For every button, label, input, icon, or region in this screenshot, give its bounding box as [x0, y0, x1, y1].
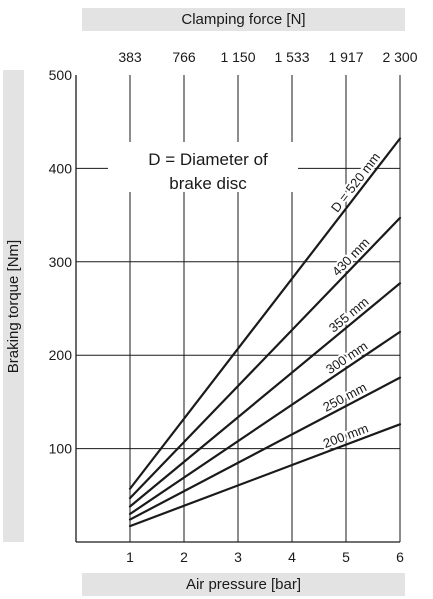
- top-tick-label-2: 766: [172, 49, 196, 65]
- series-label-3: 355 mm: [326, 294, 372, 335]
- series-label-1: D = 520 mm: [328, 150, 383, 216]
- x-axis-title-text: Air pressure [bar]: [185, 576, 302, 593]
- top-tick-label-5: 1 917: [328, 49, 363, 65]
- top-tick-label-6: 2 300: [382, 49, 417, 65]
- top-tick-label-3: 1 150: [220, 49, 255, 65]
- series-line-4: [128, 330, 402, 516]
- y-tick-label-100: 100: [49, 441, 73, 457]
- diameter-note-background: [108, 142, 298, 192]
- y-tick-label-500: 500: [49, 67, 73, 83]
- series-line-2: [128, 216, 402, 500]
- top-axis-title: Clamping force [N]: [82, 8, 405, 31]
- y-axis-title: Braking torque [Nm]: [3, 70, 24, 542]
- x-tick-label-3: 3: [234, 549, 242, 565]
- y-tick-label-200: 200: [49, 347, 73, 363]
- series-line-3: [128, 282, 402, 508]
- x-tick-label-1: 1: [126, 549, 134, 565]
- series-line-6: [128, 423, 402, 528]
- top-tick-label-4: 1 533: [274, 49, 309, 65]
- diameter-note-line-2: brake disc: [169, 174, 247, 193]
- series-lines: [128, 137, 402, 528]
- tick-labels: 1 2 3 4 5 6 100 200 300 400 500 383 766 1 150 1 533 1 9…: [49, 49, 418, 565]
- diameter-note: D = Diameter of brake disc: [108, 142, 298, 193]
- y-tick-label-400: 400: [49, 160, 73, 176]
- x-tick-label-4: 4: [288, 549, 296, 565]
- top-axis-title-text: Clamping force [N]: [181, 11, 306, 28]
- x-axis-title: Air pressure [bar]: [82, 573, 405, 596]
- diameter-note-line-1: D = Diameter of: [148, 150, 268, 169]
- x-tick-label-6: 6: [396, 549, 404, 565]
- top-tick-label-1: 383: [118, 49, 142, 65]
- y-tick-label-300: 300: [49, 254, 73, 270]
- plot-frame: [75, 75, 400, 543]
- series-line-5: [128, 376, 402, 521]
- series-line-1: [128, 137, 402, 490]
- x-tick-label-5: 5: [342, 549, 350, 565]
- series-label-2: 430 mm: [329, 235, 372, 279]
- x-tick-label-2: 2: [180, 549, 188, 565]
